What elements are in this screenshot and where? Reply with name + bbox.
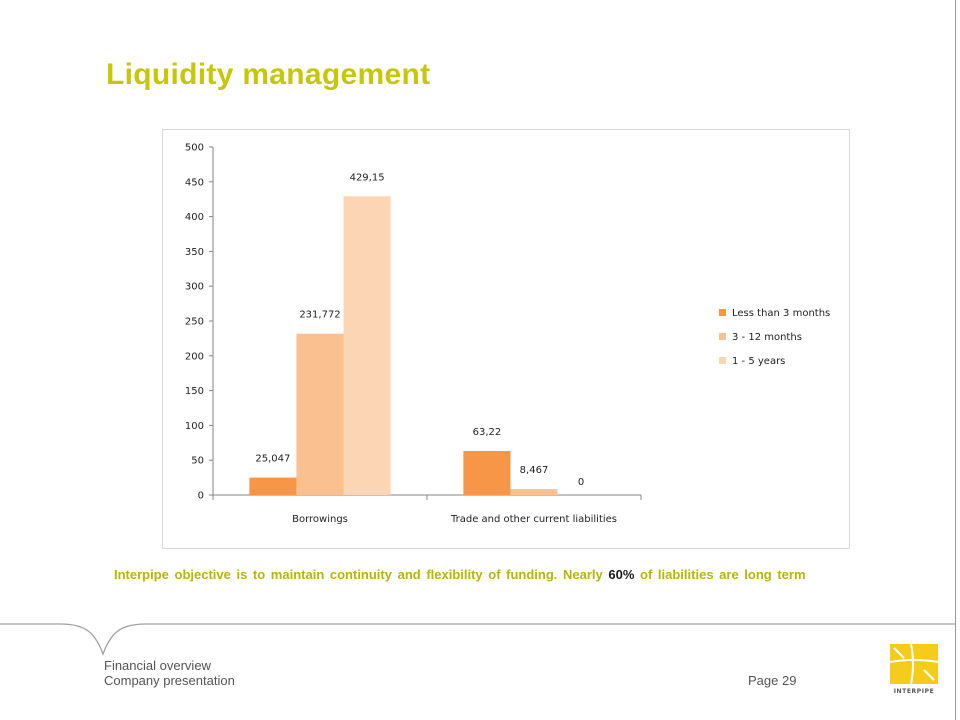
company-logo: INTERPIPE bbox=[890, 644, 938, 695]
y-tick-label: 500 bbox=[185, 143, 204, 154]
y-tick-label: 300 bbox=[185, 282, 204, 293]
data-label: 0 bbox=[578, 477, 584, 488]
bar bbox=[296, 333, 344, 495]
chart-frame: 0 50 100 150 200 250 300 350 400 450 500 Borrowing… bbox=[162, 129, 850, 549]
legend-label: Less than 3 months bbox=[732, 308, 830, 319]
data-label: 25,047 bbox=[255, 454, 290, 465]
logo-mark-icon bbox=[890, 644, 938, 684]
slide-right-border bbox=[955, 0, 956, 720]
bar bbox=[463, 450, 511, 495]
data-label: 8,467 bbox=[520, 465, 549, 476]
legend-swatch bbox=[719, 333, 726, 340]
y-tick-label: 250 bbox=[185, 317, 204, 328]
slide-caption: Interpipe objective is to maintain conti… bbox=[114, 567, 934, 582]
y-axis: 0 50 100 150 200 250 300 350 400 450 500 bbox=[185, 143, 214, 502]
y-tick-label: 450 bbox=[185, 177, 204, 188]
logo-text: INTERPIPE bbox=[893, 688, 935, 695]
x-category-label: Borrowings bbox=[292, 514, 348, 525]
bar bbox=[343, 196, 391, 496]
y-tick-label: 100 bbox=[185, 421, 204, 432]
bar bbox=[510, 489, 558, 495]
y-tick-label: 50 bbox=[191, 456, 204, 467]
footer-section: Financial overview bbox=[104, 658, 211, 673]
legend-swatch bbox=[719, 309, 726, 316]
caption-text-start: Interpipe objective is to maintain conti… bbox=[114, 567, 609, 582]
data-label: 429,15 bbox=[350, 172, 385, 183]
slide-title: Liquidity management bbox=[106, 58, 431, 91]
x-axis: Borrowings Trade and other current liabil… bbox=[212, 494, 642, 525]
page-number: Page 29 bbox=[748, 673, 797, 688]
y-tick-label: 200 bbox=[185, 351, 204, 362]
data-label: 63,22 bbox=[473, 427, 502, 438]
footer-text: Financial overview Company presentation bbox=[104, 658, 235, 688]
bar bbox=[249, 477, 297, 495]
footer-divider bbox=[0, 623, 955, 656]
bars bbox=[249, 196, 558, 496]
bar-chart: 0 50 100 150 200 250 300 350 400 450 500 Borrowing… bbox=[185, 143, 830, 526]
y-tick-label: 350 bbox=[185, 247, 204, 258]
footer-document: Company presentation bbox=[104, 673, 235, 688]
y-tick-label: 400 bbox=[185, 212, 204, 223]
legend-swatch bbox=[719, 357, 726, 364]
y-tick-label: 150 bbox=[185, 386, 204, 397]
caption-text-end: of liabilities are long term bbox=[634, 567, 806, 582]
data-label: 231,772 bbox=[299, 310, 340, 321]
legend-label: 1 - 5 years bbox=[732, 356, 785, 367]
legend-label: 3 - 12 months bbox=[732, 332, 802, 343]
chart-legend: Less than 3 months 3 - 12 months 1 - 5 yea… bbox=[719, 308, 830, 367]
x-category-label: Trade and other current liabilities bbox=[450, 514, 617, 525]
y-tick-label: 0 bbox=[198, 491, 204, 502]
caption-highlight: 60% bbox=[608, 567, 635, 582]
data-labels: 25,047 231,772 429,15 63,22 8,467 0 bbox=[255, 172, 584, 488]
